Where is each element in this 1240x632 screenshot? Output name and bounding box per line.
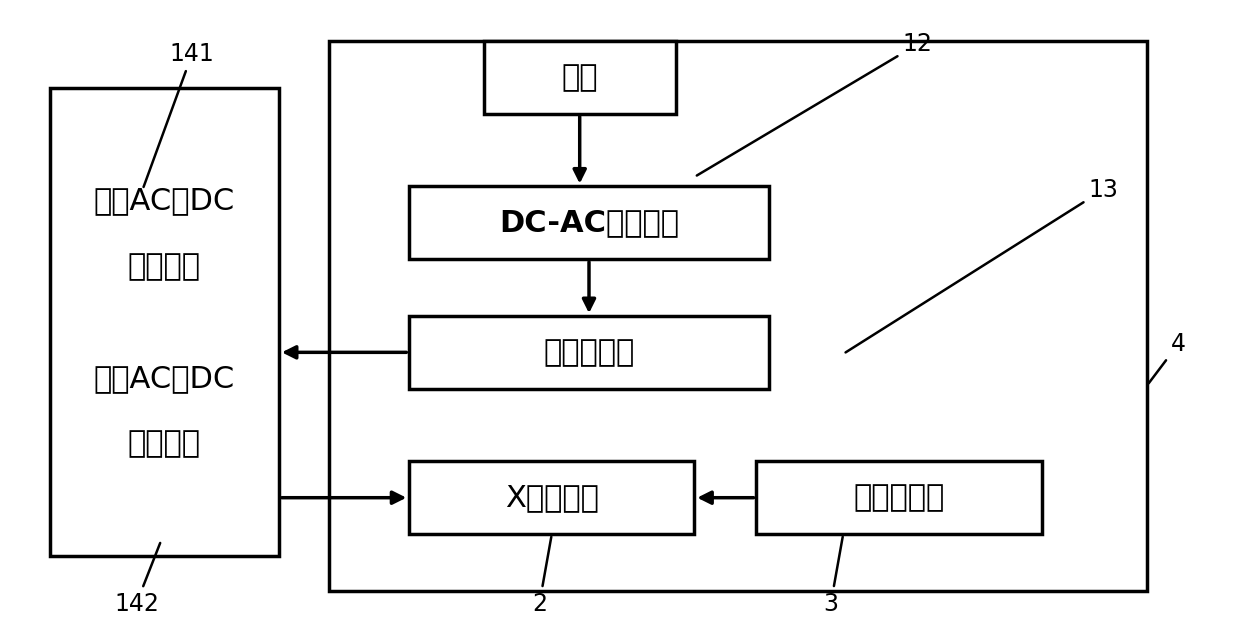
Bar (329, 41, 1147, 591)
Text: 第二AC－DC: 第二AC－DC (94, 364, 234, 393)
Text: 转换电路: 转换电路 (128, 252, 201, 281)
Text: DC-AC转换部件: DC-AC转换部件 (498, 209, 680, 237)
Text: 13: 13 (846, 178, 1118, 353)
Text: 142: 142 (114, 543, 160, 616)
Bar (50, 88, 279, 556)
Text: 141: 141 (144, 42, 215, 187)
Text: 升压变压器: 升压变压器 (543, 338, 635, 367)
Bar (409, 461, 694, 534)
Text: 2: 2 (532, 537, 552, 616)
Bar (484, 41, 676, 114)
Bar (756, 461, 1042, 534)
Bar (409, 186, 769, 259)
Text: X射线球管: X射线球管 (505, 483, 599, 512)
Text: 12: 12 (697, 32, 932, 176)
Text: 4: 4 (1148, 332, 1185, 383)
Text: 灯丝变压器: 灯丝变压器 (853, 483, 945, 512)
Text: 电池: 电池 (562, 63, 598, 92)
Text: 转换电路: 转换电路 (128, 429, 201, 458)
Bar (409, 316, 769, 389)
Text: 3: 3 (823, 537, 843, 616)
Text: 第一AC－DC: 第一AC－DC (94, 186, 234, 216)
